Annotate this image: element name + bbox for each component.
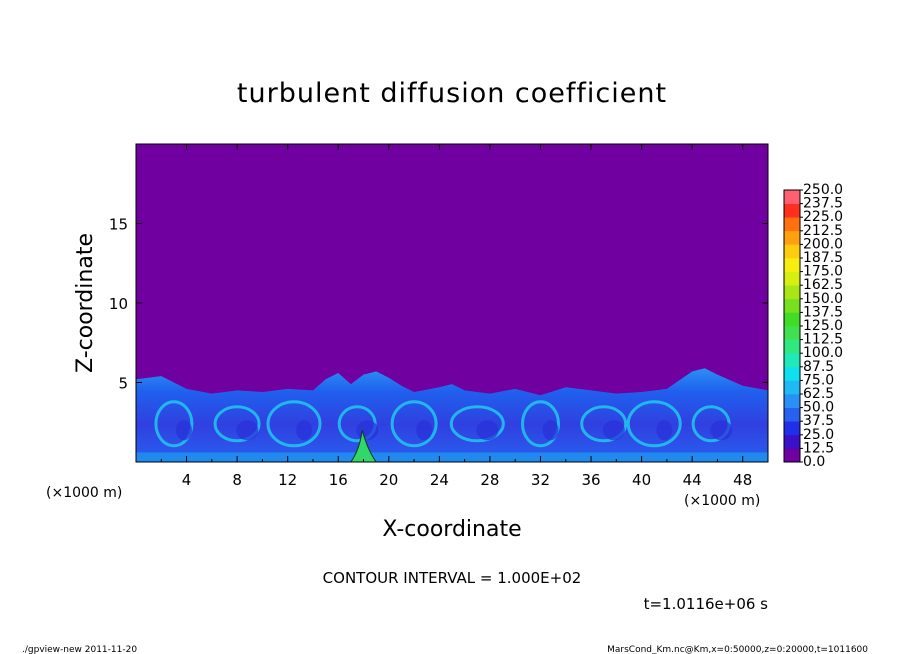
x-tick-label: 40 [632, 471, 651, 489]
colorbar-label: 0.0 [803, 454, 825, 470]
colorbar-label: 12.5 [803, 440, 834, 456]
x-unit-label-right: (×1000 m) [684, 493, 760, 509]
swirl-1 [213, 405, 261, 443]
colorbar-swatch [784, 394, 800, 408]
swirl-core-5 [476, 420, 499, 441]
colorbar-swatch [784, 326, 800, 340]
peak-region [350, 430, 377, 462]
swirl-core-0 [176, 420, 192, 441]
x-tick-label: 12 [278, 471, 297, 489]
x-tick-label: 44 [683, 471, 702, 489]
swirl-core-8 [656, 420, 673, 441]
colorbar: 0.012.525.037.550.062.575.087.5100.0112.… [783, 182, 843, 470]
colorbar-label: 137.5 [803, 304, 843, 320]
plot-area [135, 143, 769, 463]
x-tick-label: 32 [531, 471, 550, 489]
colorbar-label: 112.5 [803, 332, 843, 348]
swirl-core-7 [602, 420, 625, 441]
swirl-core-6 [542, 420, 559, 441]
swirl-4 [390, 400, 438, 448]
swirl-core-2 [296, 420, 313, 441]
swirl-core-1 [236, 420, 259, 441]
x-tick-label: 36 [581, 471, 600, 489]
chart-title: turbulent diffusion coefficient [237, 78, 667, 109]
colorbar-label: 162.5 [803, 277, 843, 293]
colorbar-swatch [784, 366, 800, 381]
surface-band [136, 452, 768, 462]
colorbar-swatch [784, 203, 800, 218]
colorbar-swatch [784, 298, 800, 313]
colorbar-swatch [784, 217, 800, 232]
y-tick-label: 10 [109, 295, 128, 313]
turbulence-swirls [136, 400, 768, 462]
y-axis-title: Z-coordinate [73, 233, 98, 373]
colorbar-label: 62.5 [803, 386, 834, 402]
colorbar-label: 187.5 [803, 250, 843, 266]
colorbar-swatch [784, 421, 800, 436]
colorbar-label: 237.5 [803, 196, 843, 212]
colorbar-label: 150.0 [803, 291, 843, 307]
x-tick-label: 24 [430, 471, 449, 489]
x-unit-label-left: (×1000 m) [46, 485, 122, 501]
x-tick-label: 28 [480, 471, 499, 489]
colorbar-label: 100.0 [803, 345, 843, 361]
swirl-0 [154, 400, 194, 448]
x-tick-label: 48 [733, 471, 752, 489]
swirl-6 [521, 400, 560, 448]
colorbar-label: 37.5 [803, 413, 834, 429]
colorbar-swatch [784, 448, 800, 463]
colorbar-swatch [784, 244, 800, 259]
contour-interval-note: CONTOUR INTERVAL = 1.000E+02 [323, 569, 582, 587]
colorbar-label: 75.0 [803, 372, 834, 388]
x-axis: 4 8 12 16 20 24 28 32 36 40 44 48 [160, 144, 752, 489]
colorbar-swatch [784, 353, 800, 368]
colorbar-swatch [784, 380, 800, 395]
swirl-core-9 [710, 420, 733, 441]
colorbar-swatch [784, 339, 800, 354]
swirl-core-4 [416, 420, 433, 441]
swirl-core-3 [356, 420, 379, 441]
colorbar-label: 175.0 [803, 264, 843, 280]
y-tick-label: 15 [109, 216, 128, 234]
swirl-8 [626, 400, 682, 448]
swirl-7 [580, 405, 628, 443]
colorbar-swatch [784, 407, 800, 422]
colorbar-label: 250.0 [803, 182, 843, 198]
colorbar-label: 125.0 [803, 318, 843, 334]
colorbar-label: 87.5 [803, 359, 834, 375]
time-label: t=1.0116e+06 s [644, 595, 769, 613]
colorbar-swatch [784, 434, 800, 449]
x-tick-label: 8 [232, 471, 242, 489]
colorbar-label: 200.0 [803, 236, 843, 252]
swirl-5 [449, 405, 505, 443]
swirl-2 [266, 400, 322, 448]
x-tick-label: 16 [329, 471, 348, 489]
colorbar-swatch [784, 190, 800, 204]
colorbar-label: 212.5 [803, 223, 843, 239]
colorbar-swatch [784, 230, 800, 245]
footer-right: MarsCond_Km.nc@Km,x=0:50000,z=0:20000,t=… [607, 645, 868, 654]
colorbar-label: 50.0 [803, 400, 834, 416]
colorbar-label: 25.0 [803, 427, 834, 443]
colorbar-swatch [784, 285, 800, 300]
x-axis-title: X-coordinate [382, 517, 521, 542]
colorbar-swatch [784, 271, 800, 286]
x-tick-label: 20 [379, 471, 398, 489]
y-axis: 5 10 15 [109, 216, 768, 393]
x-tick-label: 4 [182, 471, 192, 489]
footer-left: ./gpview-new 2011-11-20 [22, 645, 137, 654]
colorbar-swatch [784, 258, 800, 272]
colorbar-label: 225.0 [803, 209, 843, 225]
colorbar-swatch [784, 312, 800, 327]
y-tick-label: 5 [118, 375, 128, 393]
